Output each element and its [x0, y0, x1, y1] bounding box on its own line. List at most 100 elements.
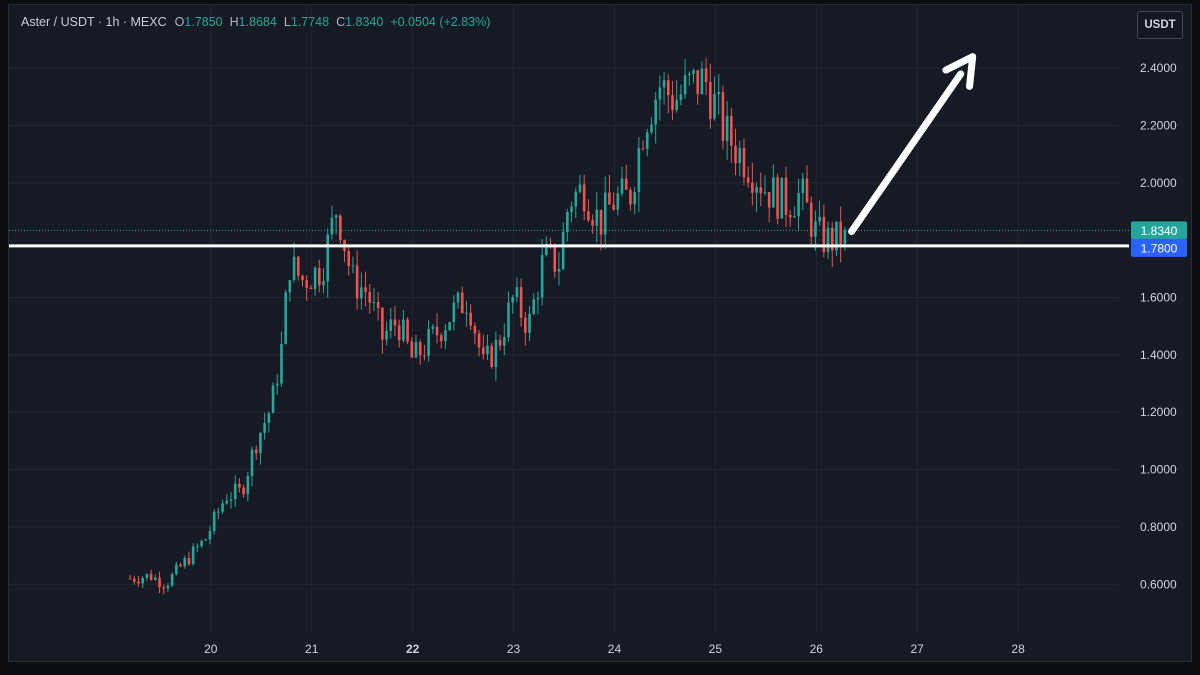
open-label: O	[174, 15, 185, 29]
candle-body	[229, 499, 233, 501]
candle-body	[587, 211, 590, 221]
x-tick-label: 26	[810, 642, 824, 656]
candle-body	[658, 87, 662, 100]
candle-body	[713, 94, 716, 119]
candle-body	[843, 230, 847, 245]
candle-body	[250, 449, 254, 477]
candle-body	[414, 342, 418, 358]
candle-body	[288, 280, 292, 293]
candle-body	[444, 330, 447, 342]
candle-body	[545, 243, 548, 256]
candle-body	[360, 287, 363, 299]
symbol-title[interactable]: Aster / USDT · 1h · MEXC	[21, 15, 167, 29]
candle-body	[616, 193, 620, 210]
support-price-label: 1.7800	[1141, 241, 1178, 255]
candle-body	[650, 124, 653, 133]
x-tick-label: 21	[305, 642, 319, 656]
candle-body	[654, 99, 657, 125]
price-chart[interactable]: 2.40002.20002.00001.80001.60001.40001.20…	[9, 5, 1192, 662]
candle-body	[313, 267, 317, 290]
candle-body	[528, 313, 531, 333]
candle-body	[797, 192, 800, 217]
candle-body	[154, 577, 157, 580]
candle-body	[166, 585, 170, 589]
y-tick-label: 0.8000	[1140, 520, 1177, 534]
change-value: +0.0504 (+2.83%)	[390, 15, 491, 29]
candle-body	[410, 341, 414, 358]
candle-body	[578, 184, 582, 192]
high-value: 1.8684	[238, 15, 277, 29]
support-price-tag	[1131, 238, 1187, 257]
candle-body	[717, 92, 721, 95]
candle-body	[322, 281, 325, 286]
candle-body	[801, 178, 805, 193]
candle-body	[242, 487, 245, 495]
candle-body	[435, 326, 439, 336]
candle-body	[835, 221, 838, 251]
candle-body	[200, 540, 203, 547]
candle-body	[481, 347, 485, 355]
candle-body	[355, 265, 359, 299]
candle-body	[259, 432, 262, 454]
candle-body	[746, 177, 750, 183]
candle-body	[818, 216, 821, 222]
candle-body	[170, 574, 174, 586]
candle-body	[385, 330, 388, 340]
candle-body	[225, 500, 229, 504]
candle-body	[582, 184, 586, 212]
candle-body	[671, 95, 674, 111]
candle-body	[460, 292, 464, 314]
candle-body	[557, 269, 561, 272]
candle-body	[217, 511, 220, 513]
y-tick-label: 1.2000	[1140, 405, 1177, 419]
candle-body	[431, 326, 435, 329]
candle-body	[397, 325, 401, 341]
candle-body	[183, 558, 187, 567]
candle-body	[814, 221, 817, 237]
candle-body	[742, 147, 746, 178]
candle-body	[645, 132, 649, 149]
arrow-shaft	[848, 70, 965, 236]
candle-body	[751, 182, 754, 193]
x-tick-label: 28	[1011, 642, 1025, 656]
low-label: L	[283, 15, 291, 29]
candle-body	[309, 287, 313, 290]
candle-body	[700, 68, 704, 95]
candle-body	[826, 227, 830, 253]
candle-body	[767, 192, 771, 208]
candle-body	[620, 178, 624, 194]
chart-frame: 2.40002.20002.00001.80001.60001.40001.20…	[8, 4, 1192, 662]
candle-body	[179, 564, 182, 567]
candle-body	[784, 177, 788, 215]
candle-body	[540, 255, 544, 298]
candle-body	[494, 339, 498, 367]
candle-body	[687, 73, 691, 76]
candle-body	[692, 70, 695, 74]
symbol-header: Aster / USDT · 1h · MEXC O 1.7850 H 1.86…	[21, 15, 497, 29]
candle-body	[788, 214, 792, 218]
candle-body	[721, 92, 725, 141]
candle-body	[780, 177, 784, 219]
candle-body	[637, 148, 641, 193]
y-tick-label: 2.0000	[1140, 176, 1177, 190]
candle-body	[696, 70, 700, 95]
candle-body	[566, 212, 569, 233]
x-tick-label: 23	[507, 642, 521, 656]
candle-body	[507, 302, 510, 338]
candle-body	[330, 217, 334, 235]
candle-body	[389, 319, 393, 331]
close-label: C	[336, 15, 346, 29]
candle-body	[759, 187, 763, 194]
x-tick-label: 22	[406, 642, 420, 656]
y-tick-label: 2.4000	[1140, 61, 1177, 75]
candle-body	[280, 343, 283, 384]
candle-body	[427, 328, 430, 356]
candle-body	[595, 209, 599, 226]
candle-body	[793, 216, 796, 218]
candle-body	[246, 476, 250, 495]
candle-body	[284, 292, 287, 344]
candle-body	[734, 145, 737, 164]
candle-body	[254, 449, 258, 454]
candle-body	[591, 220, 594, 226]
currency-button[interactable]: USDT	[1137, 11, 1183, 39]
